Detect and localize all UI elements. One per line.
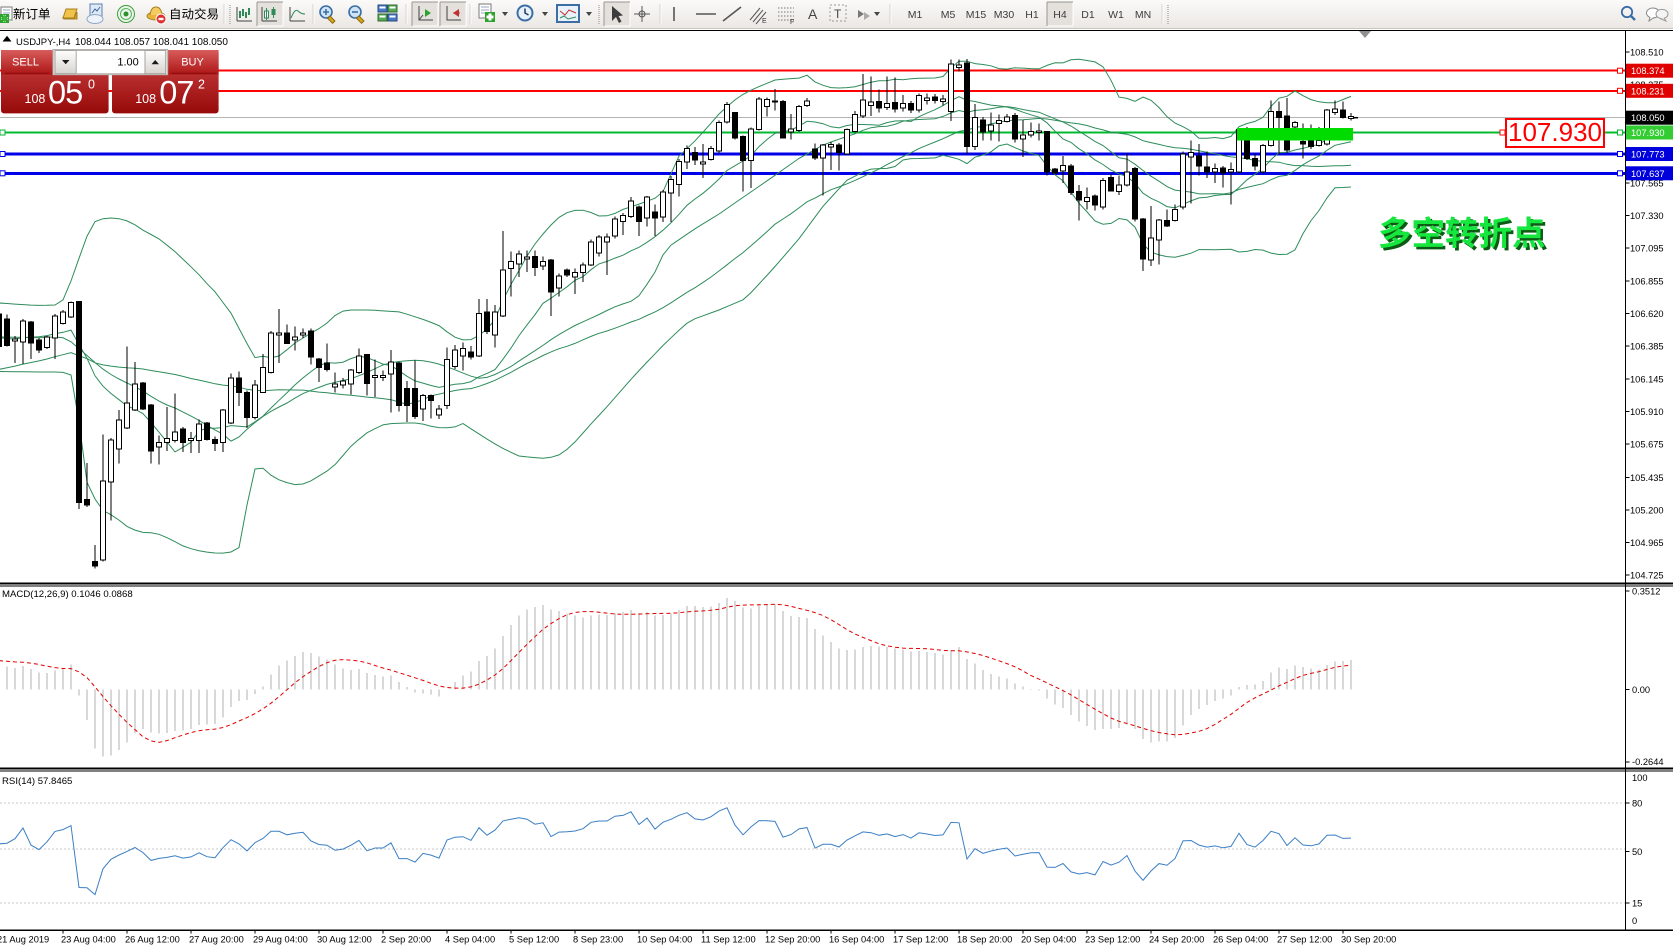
svg-text:108: 108 [25,92,46,106]
svg-text:H1: H1 [1025,9,1039,21]
svg-text:108.374: 108.374 [1631,66,1665,76]
svg-text:29 Aug 04:00: 29 Aug 04:00 [253,935,308,945]
svg-text:105.435: 105.435 [1630,473,1664,483]
svg-text:107.930: 107.930 [1631,128,1665,138]
svg-text:24 Sep 20:00: 24 Sep 20:00 [1149,935,1204,945]
svg-text:1.00: 1.00 [117,56,138,68]
svg-text:26 Sep 04:00: 26 Sep 04:00 [1213,935,1268,945]
svg-text:107.565: 107.565 [1630,178,1664,188]
svg-text:0.00: 0.00 [1632,685,1650,695]
svg-text:USDJPY-,H4: USDJPY-,H4 [16,37,71,48]
svg-text:107.330: 107.330 [1630,211,1664,221]
svg-text:H4: H4 [1053,9,1067,21]
svg-text:A: A [808,6,818,22]
svg-text:27 Sep 12:00: 27 Sep 12:00 [1277,935,1332,945]
svg-text:E: E [762,18,767,25]
svg-text:10 Sep 04:00: 10 Sep 04:00 [637,935,692,945]
svg-text:M30: M30 [994,9,1015,21]
svg-text:107.637: 107.637 [1631,169,1665,179]
svg-text:105.200: 105.200 [1630,505,1664,515]
svg-text:W1: W1 [1108,9,1124,21]
svg-text:0: 0 [88,78,95,92]
svg-text:5 Sep 12:00: 5 Sep 12:00 [509,935,559,945]
svg-text:108.044 108.057 108.041 108.05: 108.044 108.057 108.041 108.050 [75,37,228,48]
svg-text:21 Aug 2019: 21 Aug 2019 [0,935,49,945]
svg-text:8 Sep 23:00: 8 Sep 23:00 [573,935,623,945]
svg-text:26 Aug 12:00: 26 Aug 12:00 [125,935,180,945]
svg-text:104.965: 104.965 [1630,538,1664,548]
svg-text:2 Sep 20:00: 2 Sep 20:00 [381,935,431,945]
svg-text:4 Sep 04:00: 4 Sep 04:00 [445,935,495,945]
svg-text:20 Sep 04:00: 20 Sep 04:00 [1021,935,1076,945]
svg-text:SELL: SELL [12,57,39,69]
svg-text:106.855: 106.855 [1630,277,1664,287]
svg-text:BUY: BUY [181,57,204,69]
svg-text:50: 50 [1632,847,1642,857]
svg-text:M15: M15 [966,9,987,21]
svg-text:108.510: 108.510 [1630,48,1664,58]
svg-text:23 Sep 12:00: 23 Sep 12:00 [1085,935,1140,945]
svg-text:15: 15 [1632,899,1642,909]
svg-text:05: 05 [48,75,82,111]
svg-text:RSI(14) 57.8465: RSI(14) 57.8465 [2,776,72,787]
svg-text:80: 80 [1632,799,1642,809]
svg-text:107.095: 107.095 [1630,243,1664,253]
svg-text:106.620: 106.620 [1630,309,1664,319]
svg-text:D1: D1 [1081,9,1095,21]
svg-text:T: T [834,7,842,21]
svg-text:M1: M1 [908,9,923,21]
svg-text:107.773: 107.773 [1631,150,1665,160]
svg-text:105.675: 105.675 [1630,440,1664,450]
svg-text:12 Sep 20:00: 12 Sep 20:00 [765,935,820,945]
svg-text:105.910: 105.910 [1630,407,1664,417]
svg-text:108.050: 108.050 [1631,113,1665,123]
svg-text:07: 07 [159,75,193,111]
svg-text:0: 0 [1632,916,1637,926]
svg-text:23 Aug 04:00: 23 Aug 04:00 [61,935,116,945]
svg-text:108: 108 [135,92,156,106]
svg-text:30 Sep 20:00: 30 Sep 20:00 [1341,935,1396,945]
svg-text:-0.2644: -0.2644 [1632,757,1664,767]
svg-text:2: 2 [198,78,205,92]
svg-text:30 Aug 12:00: 30 Aug 12:00 [317,935,372,945]
svg-text:100: 100 [1632,773,1648,783]
svg-text:17 Sep 12:00: 17 Sep 12:00 [893,935,948,945]
svg-text:M5: M5 [941,9,956,21]
svg-text:MN: MN [1135,9,1151,21]
svg-text:104.725: 104.725 [1630,571,1664,581]
svg-text:F: F [790,19,794,26]
svg-text:108.231: 108.231 [1631,86,1665,96]
svg-text:106.385: 106.385 [1630,342,1664,352]
svg-text:18 Sep 20:00: 18 Sep 20:00 [957,935,1012,945]
svg-text:107.930: 107.930 [1508,117,1602,147]
svg-text:11 Sep 12:00: 11 Sep 12:00 [701,935,756,945]
svg-text:0.3512: 0.3512 [1632,587,1660,597]
svg-text:106.145: 106.145 [1630,375,1664,385]
svg-text:27 Aug 20:00: 27 Aug 20:00 [189,935,244,945]
svg-text:16 Sep 04:00: 16 Sep 04:00 [829,935,884,945]
svg-text:MACD(12,26,9) 0.1046 0.0868: MACD(12,26,9) 0.1046 0.0868 [2,589,133,600]
